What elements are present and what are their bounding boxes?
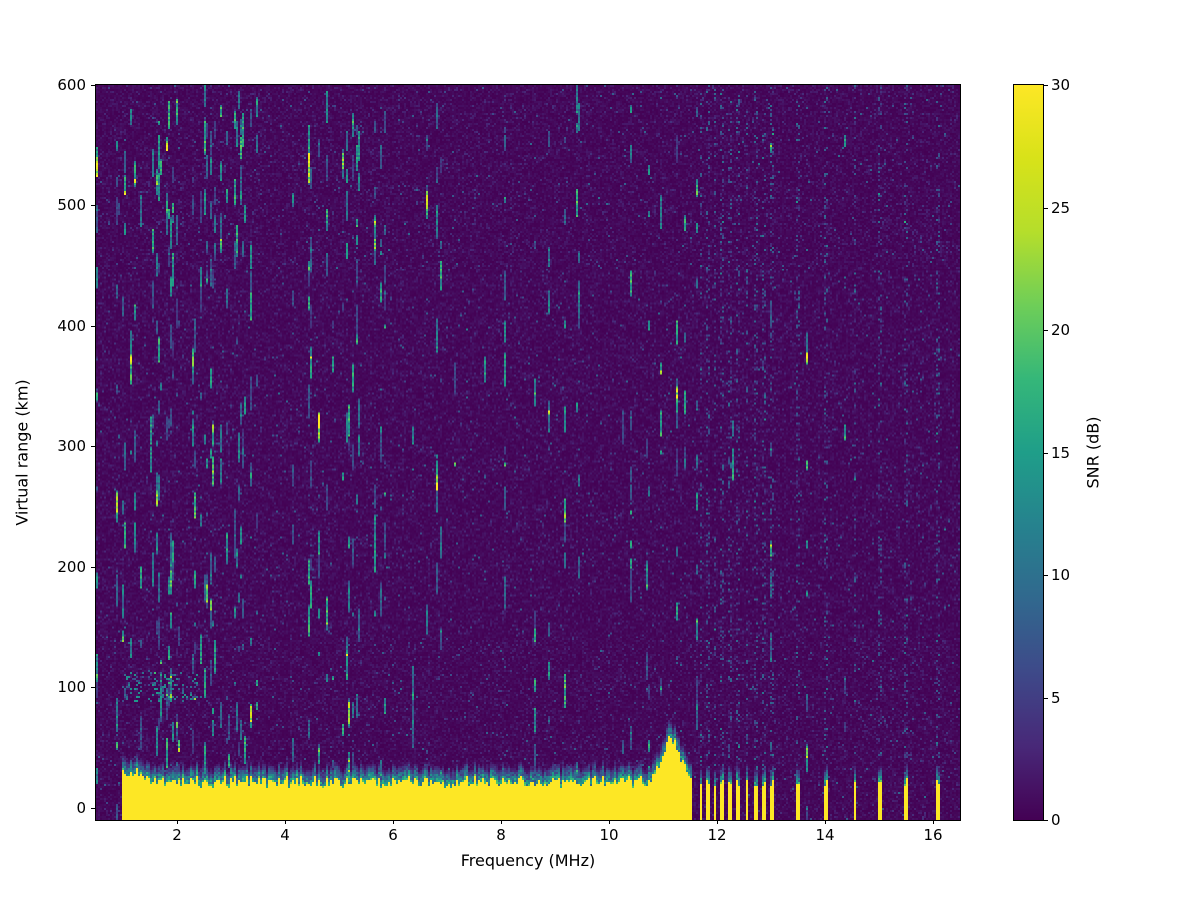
colorbar-tick-mark xyxy=(1044,85,1048,86)
y-tick-label: 400 xyxy=(57,316,86,335)
y-tick-mark xyxy=(91,325,95,327)
colorbar-tick-mark xyxy=(1044,820,1048,821)
x-tick-label: 16 xyxy=(923,826,943,844)
y-axis-label: Virtual range (km) xyxy=(4,84,40,821)
x-tick-label: 14 xyxy=(815,826,835,844)
y-tick-label: 100 xyxy=(57,678,86,697)
colorbar xyxy=(1013,84,1044,821)
ionogram-heatmap-canvas xyxy=(96,85,960,820)
y-tick-label: 0 xyxy=(76,798,86,817)
colorbar-tick-label: 0 xyxy=(1051,811,1061,829)
colorbar-tick-label: 15 xyxy=(1051,443,1071,462)
y-tick-label: 300 xyxy=(57,437,86,456)
x-tick-mark xyxy=(933,820,934,824)
x-tick-mark xyxy=(825,820,826,824)
y-tick-label: 500 xyxy=(57,196,86,215)
x-tick-mark xyxy=(609,820,610,824)
y-tick-mark xyxy=(91,807,95,809)
x-tick-label: 12 xyxy=(707,826,727,844)
colorbar-tick-mark xyxy=(1044,207,1048,209)
colorbar-tick-mark xyxy=(1044,697,1048,699)
colorbar-tick-label: 30 xyxy=(1051,76,1071,94)
colorbar-tick-label: 5 xyxy=(1051,688,1061,707)
x-tick-label: 8 xyxy=(496,826,506,844)
colorbar-tick-mark xyxy=(1044,575,1048,576)
x-tick-label: 4 xyxy=(280,826,290,844)
x-tick-label: 6 xyxy=(388,826,398,844)
y-tick-mark xyxy=(91,85,95,86)
colorbar-label-text: SNR (dB) xyxy=(1083,416,1103,489)
x-tick-mark xyxy=(177,820,178,824)
colorbar-tick-mark xyxy=(1044,330,1048,331)
y-tick-mark xyxy=(91,446,95,448)
colorbar-tick-mark xyxy=(1044,452,1048,454)
x-tick-mark xyxy=(717,820,718,824)
x-tick-label: 2 xyxy=(172,826,182,844)
colorbar-tick-label: 10 xyxy=(1051,566,1071,584)
x-tick-mark xyxy=(285,820,286,824)
colorbar-tick-label: 25 xyxy=(1051,198,1071,217)
colorbar-gradient xyxy=(1014,85,1043,820)
x-tick-mark xyxy=(501,820,502,824)
y-tick-mark xyxy=(91,205,95,207)
y-tick-label: 200 xyxy=(57,557,86,576)
y-tick-mark xyxy=(91,687,95,689)
plot-area xyxy=(95,84,961,821)
x-tick-mark xyxy=(393,820,394,824)
y-tick-label: 600 xyxy=(57,76,86,94)
x-axis-label: Frequency (MHz) xyxy=(460,851,596,870)
y-axis-label-text: Virtual range (km) xyxy=(12,379,32,526)
x-tick-label: 10 xyxy=(599,826,619,844)
colorbar-tick-label: 20 xyxy=(1051,321,1071,339)
y-tick-mark xyxy=(91,566,95,568)
